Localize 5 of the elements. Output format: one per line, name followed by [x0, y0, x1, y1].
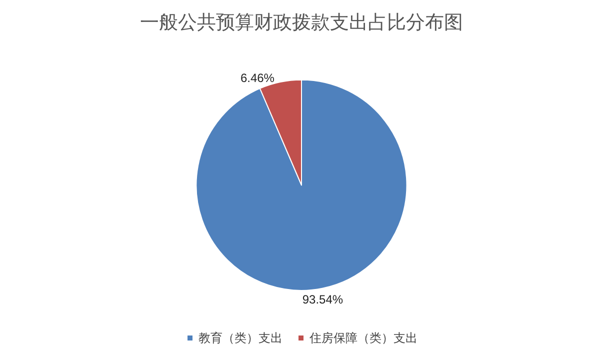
legend-label: 住房保障（类）支出	[308, 331, 418, 345]
data-label: 93.54%	[302, 292, 344, 307]
chart-title: 一般公共预算财政拨款支出占比分布图	[140, 12, 463, 34]
legend-label: 教育（类）支出	[198, 331, 282, 345]
data-label: 6.46%	[240, 71, 275, 86]
